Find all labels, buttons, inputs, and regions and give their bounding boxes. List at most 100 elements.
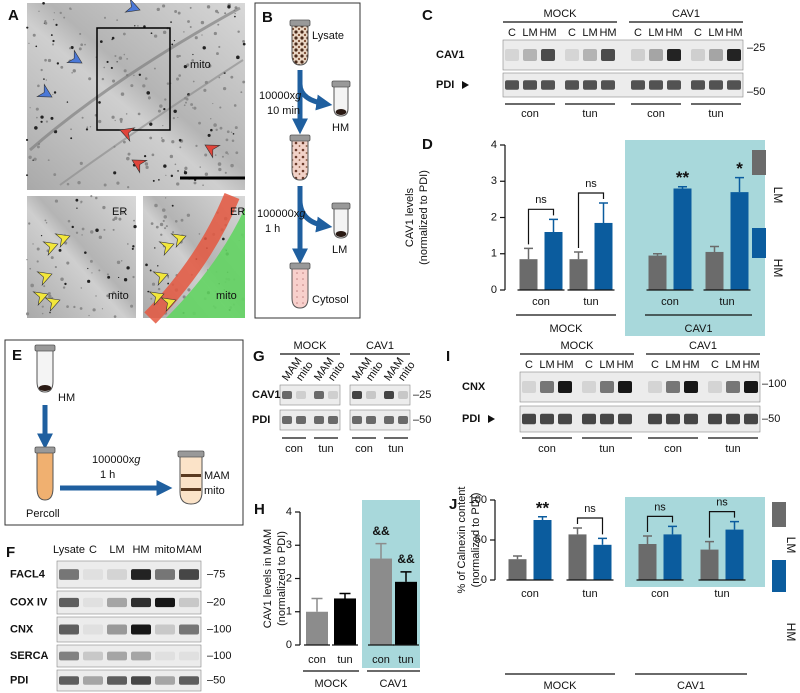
em-grain xyxy=(123,140,126,144)
tube-cap xyxy=(34,344,56,352)
band xyxy=(540,413,554,425)
x-tick-label: tun xyxy=(582,588,597,600)
band xyxy=(582,381,596,393)
em-grain xyxy=(45,79,48,81)
em-grain xyxy=(40,115,44,119)
em-grain xyxy=(116,19,119,21)
em-grain xyxy=(106,273,110,276)
em-grain xyxy=(194,36,198,40)
em-grain xyxy=(218,76,221,79)
lane-label: HM xyxy=(616,359,633,371)
blot xyxy=(349,409,411,431)
em-grain xyxy=(214,154,217,156)
em-grain xyxy=(189,6,192,9)
y-tick-label: 0 xyxy=(481,574,487,586)
em-grain xyxy=(86,126,89,129)
lane-label: LM xyxy=(109,544,124,556)
condition-label: con xyxy=(285,443,303,455)
em-grain xyxy=(32,243,34,245)
pellet xyxy=(335,231,347,237)
error-bar xyxy=(513,555,522,560)
em-grain xyxy=(174,219,178,223)
em-grain xyxy=(35,45,38,48)
condition-label: con xyxy=(355,443,373,455)
em-grain xyxy=(90,195,93,198)
legend-label: HM xyxy=(771,259,785,278)
group-label: CAV1 xyxy=(380,678,408,690)
em-grain xyxy=(47,58,52,63)
panel-label: H xyxy=(254,501,265,518)
band xyxy=(583,49,597,61)
em-grain xyxy=(118,56,123,60)
em-grain xyxy=(167,275,169,277)
em-grain xyxy=(70,137,73,140)
condition-label: tun xyxy=(725,443,740,455)
em-grain xyxy=(192,107,194,109)
em-grain xyxy=(222,237,225,241)
arrowhead xyxy=(44,297,61,313)
em-grain xyxy=(38,10,40,13)
band xyxy=(649,80,663,90)
band xyxy=(541,80,555,90)
y-tick-label: 0 xyxy=(286,639,292,651)
em-grain xyxy=(52,19,55,21)
em-grain xyxy=(79,161,83,165)
em-grain xyxy=(29,267,32,270)
em-grain xyxy=(36,145,40,149)
em-grain xyxy=(111,115,115,119)
annotation: ns xyxy=(716,497,728,509)
group-label: MOCK xyxy=(544,8,578,20)
em-grain xyxy=(204,153,208,157)
em-grain xyxy=(37,84,40,88)
condition-label: tun xyxy=(582,108,597,120)
em-grain xyxy=(151,282,156,286)
em-grain xyxy=(172,117,175,120)
em-grain xyxy=(234,15,236,18)
em-grain xyxy=(118,217,122,221)
band xyxy=(107,651,127,661)
error-bar xyxy=(653,253,662,256)
em-grain xyxy=(119,117,123,122)
band xyxy=(398,416,408,424)
em-grain xyxy=(165,174,167,177)
em-grain xyxy=(95,196,98,200)
em-grain xyxy=(114,54,117,58)
em-grain xyxy=(151,153,155,157)
band xyxy=(83,569,103,580)
annotation: * xyxy=(736,159,743,178)
panel-label: A xyxy=(8,7,19,24)
band xyxy=(600,381,614,393)
x-tick-label: con xyxy=(532,296,550,308)
em-grain xyxy=(103,183,107,187)
em-grain xyxy=(90,259,93,263)
legend-label: HM xyxy=(784,623,798,642)
group-label: CAV1 xyxy=(672,8,700,20)
y-axis-label: % of Calnexin content xyxy=(456,486,468,593)
em-grain xyxy=(176,77,180,81)
band xyxy=(727,80,741,90)
em-grain xyxy=(58,248,62,252)
bar xyxy=(395,581,417,645)
em-grain xyxy=(224,171,227,174)
size-marker: –25 xyxy=(413,389,431,401)
em-grain xyxy=(202,184,204,186)
em-grain xyxy=(44,21,48,25)
em-grain xyxy=(157,109,161,113)
y-tick-label: 0 xyxy=(491,284,497,296)
size-marker: –50 xyxy=(207,674,225,686)
em-grain xyxy=(150,222,154,225)
em-grain xyxy=(99,40,103,43)
em-grain xyxy=(87,279,91,283)
blot xyxy=(349,384,411,406)
em-grain xyxy=(81,234,83,236)
lane-label: HM xyxy=(665,27,682,39)
y-tick-label: 1 xyxy=(286,606,292,618)
row-arrow xyxy=(488,415,495,423)
annotation: ns xyxy=(535,194,547,206)
em-grain xyxy=(152,179,155,182)
em-grain xyxy=(186,213,191,217)
em-grain xyxy=(193,181,197,185)
bar xyxy=(725,529,744,580)
em-grain xyxy=(81,116,84,119)
